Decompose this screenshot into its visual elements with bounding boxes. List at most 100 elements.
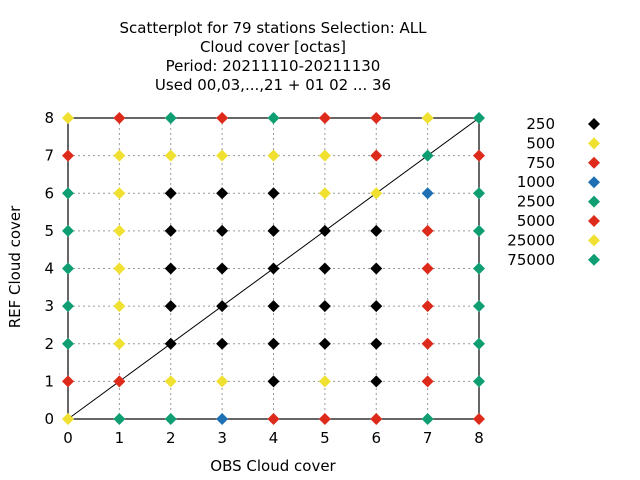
legend-marker (588, 215, 600, 227)
x-tick-label: 4 (269, 429, 279, 447)
legend-label: 750 (526, 154, 555, 172)
data-point (267, 149, 280, 162)
data-point (370, 337, 383, 350)
data-point (113, 112, 126, 124)
y-tick-label: 1 (44, 372, 54, 390)
y-tick-label: 8 (44, 109, 54, 127)
data-point (62, 413, 74, 425)
data-point (216, 224, 229, 237)
data-point (62, 187, 74, 200)
data-point (421, 375, 434, 388)
data-point (113, 337, 126, 350)
y-tick-label: 0 (44, 410, 54, 428)
title-line-4: Used 00,03,...,21 + 01 02 ... 36 (155, 76, 391, 94)
data-point (421, 112, 434, 124)
y-tick-label: 2 (44, 335, 54, 353)
data-point (370, 300, 383, 313)
y-tick-label: 6 (44, 184, 54, 202)
data-point (113, 224, 126, 237)
title-line-1: Scatterplot for 79 stations Selection: A… (119, 19, 427, 37)
data-point (216, 413, 229, 425)
x-tick-label: 1 (115, 429, 125, 447)
y-tick-labels: 0 1 2 3 4 5 6 7 8 (44, 109, 54, 428)
data-point (370, 112, 383, 124)
data-point (370, 413, 383, 425)
data-point (113, 300, 126, 313)
x-axis-label: OBS Cloud cover (210, 457, 336, 475)
data-point (62, 224, 74, 237)
data-point (164, 413, 177, 425)
x-tick-label: 6 (371, 429, 381, 447)
data-point (164, 262, 177, 275)
data-point (370, 375, 383, 388)
data-point (113, 262, 126, 275)
data-point (267, 300, 280, 313)
data-point (267, 413, 280, 425)
legend-label: 250 (526, 115, 555, 133)
data-point (473, 375, 485, 388)
data-point (216, 112, 229, 124)
x-tick-label: 3 (217, 429, 227, 447)
y-axis-label: REF Cloud cover (6, 205, 24, 328)
data-point (267, 187, 280, 200)
data-point (164, 112, 177, 124)
x-tick-label: 8 (474, 429, 484, 447)
legend-marker (588, 234, 600, 247)
data-point (164, 187, 177, 200)
data-point (318, 149, 331, 162)
legend-marker (588, 176, 600, 189)
data-point (318, 112, 331, 124)
x-tick-label: 7 (423, 429, 433, 447)
data-point (267, 224, 280, 237)
data-point (113, 187, 126, 200)
legend-label: 500 (526, 134, 555, 152)
data-point (473, 224, 485, 237)
x-tick-labels: 0 1 2 3 4 5 6 7 8 (63, 429, 484, 447)
data-point (473, 187, 485, 200)
y-tick-label: 7 (44, 147, 54, 165)
data-point (62, 375, 74, 388)
data-point (216, 337, 229, 350)
data-point (318, 300, 331, 313)
data-point (216, 300, 229, 313)
chart-title: Scatterplot for 79 stations Selection: A… (119, 19, 427, 94)
x-tick-label: 2 (166, 429, 176, 447)
x-tick-label: 0 (63, 429, 73, 447)
data-point (267, 112, 280, 124)
y-tick-label: 5 (44, 222, 54, 240)
data-point (421, 149, 434, 162)
data-point (318, 413, 331, 425)
data-point (370, 262, 383, 275)
data-point (421, 413, 434, 425)
data-point (421, 300, 434, 313)
data-point (473, 337, 485, 350)
data-point (216, 149, 229, 162)
data-point (421, 337, 434, 350)
legend-label: 1000 (517, 173, 555, 191)
data-point (216, 187, 229, 200)
data-point (318, 337, 331, 350)
data-point (473, 112, 485, 124)
data-point (216, 262, 229, 275)
data-point (113, 413, 126, 425)
legend-marker (588, 137, 600, 150)
data-point (421, 224, 434, 237)
legend-marker (588, 195, 600, 208)
legend-label: 5000 (517, 212, 555, 230)
data-point (62, 337, 74, 350)
data-point (164, 375, 177, 388)
data-point (473, 262, 485, 275)
legend-label: 25000 (507, 231, 555, 249)
data-point (318, 262, 331, 275)
data-point (62, 112, 74, 124)
data-points (62, 112, 485, 425)
data-point (318, 187, 331, 200)
data-point (62, 149, 74, 162)
data-point (318, 224, 331, 237)
data-point (113, 149, 126, 162)
data-point (267, 262, 280, 275)
data-point (421, 262, 434, 275)
data-point (216, 375, 229, 388)
